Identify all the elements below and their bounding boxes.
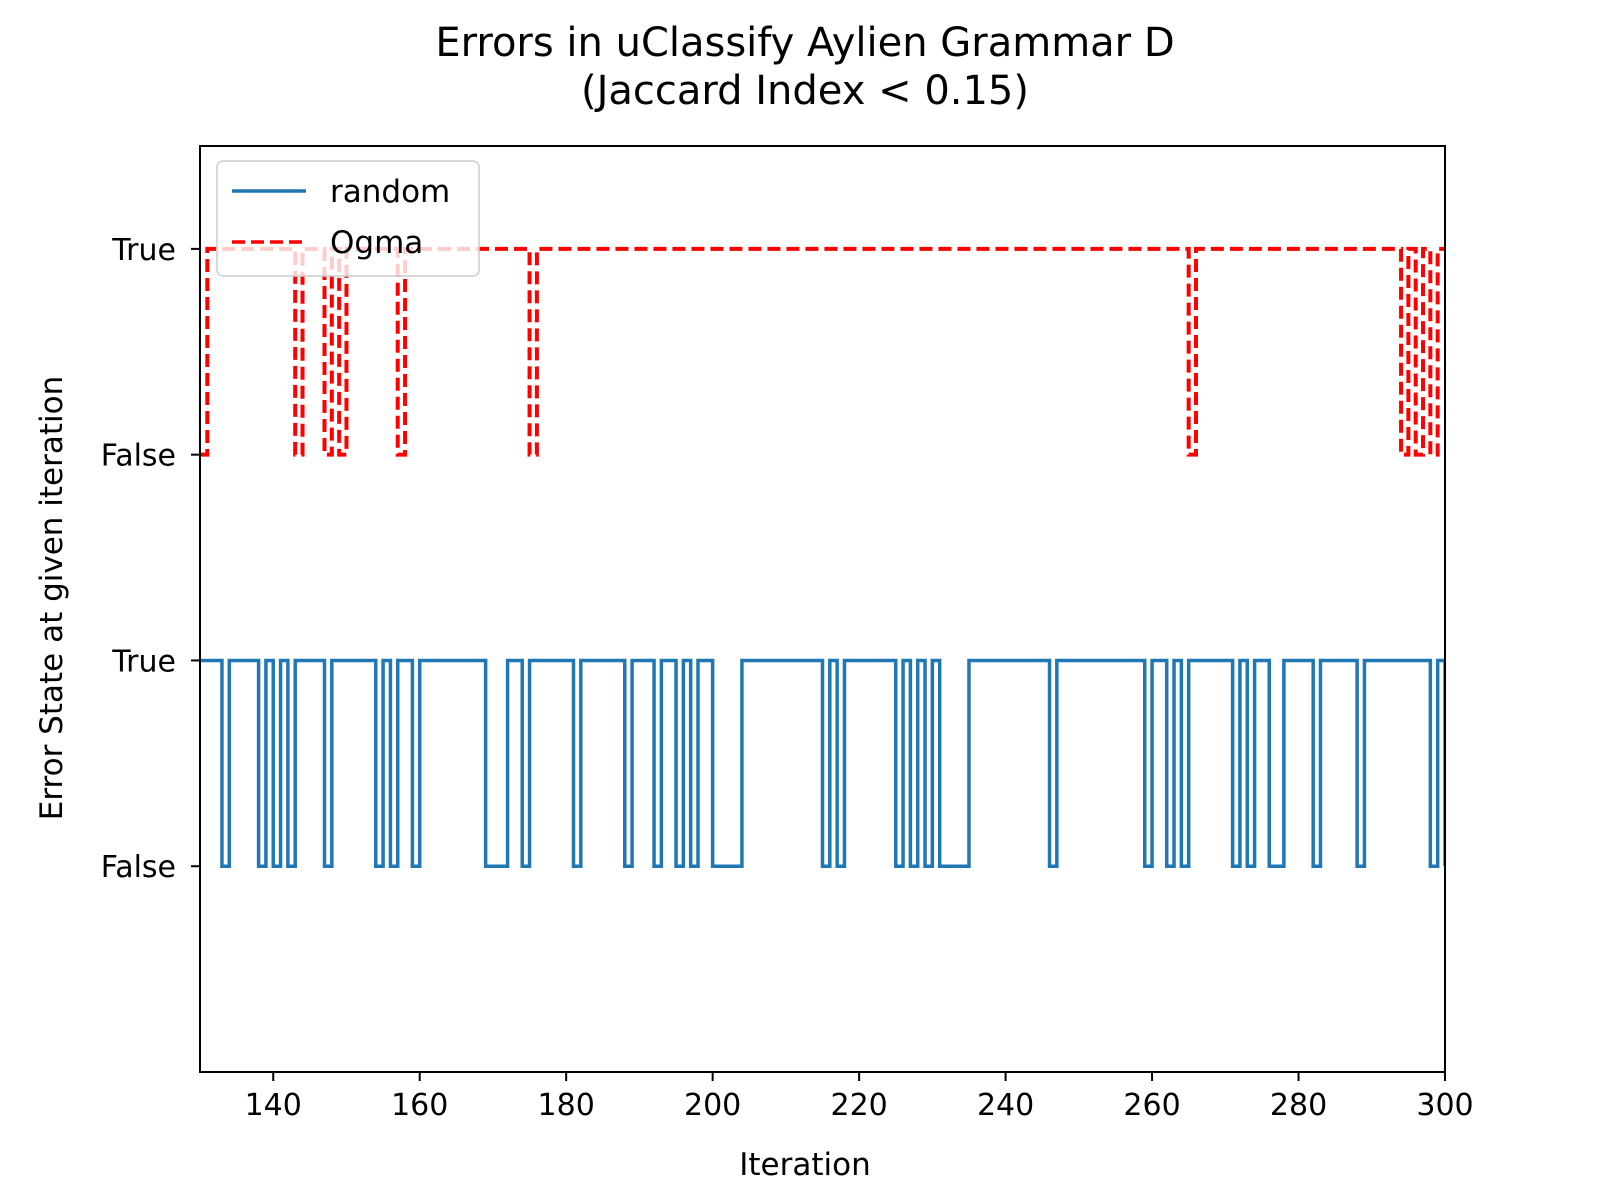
x-tick-label: 240	[977, 1088, 1034, 1123]
x-tick-label: 180	[538, 1088, 595, 1123]
series-line-random	[200, 658, 1445, 868]
plot-frame	[199, 145, 1446, 1073]
y-tick-label: True	[111, 233, 176, 268]
legend-label-random: random	[330, 174, 450, 210]
y-axis-label: Error State at given iteration	[34, 376, 70, 821]
x-tick-label: 220	[830, 1088, 887, 1123]
plot-area	[199, 145, 1446, 1073]
y-tick-label: True	[111, 644, 176, 679]
chart-subtitle: (Jaccard Index < 0.15)	[581, 68, 1029, 114]
x-tick-label: 300	[1416, 1088, 1473, 1123]
x-tick-label: 260	[1123, 1088, 1180, 1123]
x-tick-label: 160	[391, 1088, 448, 1123]
series-line-ogma	[200, 246, 1445, 457]
legend: random Ogma	[216, 160, 480, 277]
x-axis-ticks: 140 160 180 200 220 240 260 280 300	[245, 1072, 1474, 1123]
x-tick-label: 280	[1270, 1088, 1327, 1123]
legend-label-ogma: Ogma	[330, 225, 423, 261]
x-axis-label: Iteration	[739, 1147, 871, 1183]
x-tick-label: 140	[245, 1088, 302, 1123]
y-tick-label: False	[101, 850, 176, 885]
y-tick-label: False	[101, 439, 176, 474]
x-tick-label: 200	[684, 1088, 741, 1123]
chart-title: Errors in uClassify Aylien Grammar D	[435, 20, 1174, 66]
y-axis-ticks: False True False True	[101, 233, 200, 885]
